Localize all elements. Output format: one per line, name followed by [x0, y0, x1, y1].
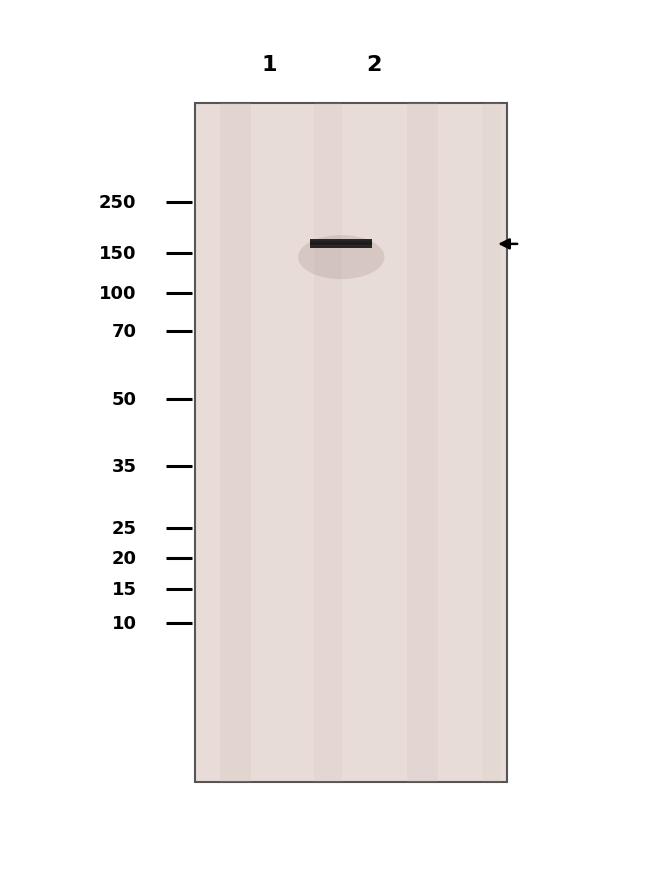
- Text: 35: 35: [112, 458, 136, 476]
- Text: 20: 20: [112, 549, 136, 567]
- Text: 10: 10: [112, 614, 136, 632]
- Bar: [482, 104, 500, 782]
- Text: 150: 150: [99, 244, 136, 262]
- Text: 250: 250: [99, 194, 136, 211]
- Bar: [311, 240, 372, 249]
- Bar: [407, 104, 438, 782]
- Text: 25: 25: [112, 519, 136, 537]
- Text: 2: 2: [366, 56, 382, 75]
- Bar: [313, 104, 342, 782]
- Text: 50: 50: [112, 390, 136, 408]
- Text: 100: 100: [99, 285, 136, 303]
- Ellipse shape: [298, 235, 385, 280]
- Text: 1: 1: [262, 56, 278, 75]
- Bar: [220, 104, 251, 782]
- Text: 70: 70: [112, 322, 136, 341]
- Text: 15: 15: [112, 580, 136, 598]
- Bar: [195, 104, 507, 782]
